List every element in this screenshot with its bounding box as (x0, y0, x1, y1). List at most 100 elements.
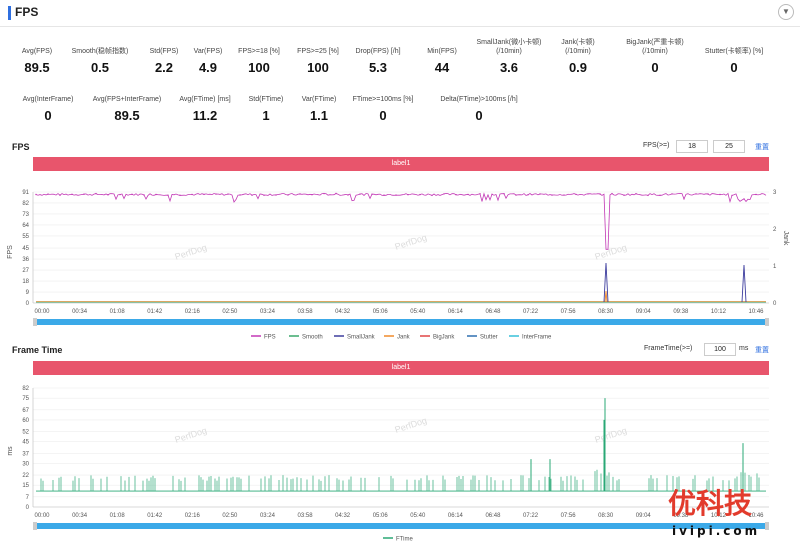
series-fps-point (287, 194, 289, 196)
x-tick-label: 07:56 (561, 309, 577, 315)
series-jank-spike (604, 290, 608, 303)
series-fps-point (719, 193, 721, 196)
series-fps-point (383, 194, 385, 196)
series-fps-point (395, 194, 397, 196)
stat-label: Jank(卡顿) (561, 39, 595, 46)
x-tick-label: 06:48 (485, 309, 501, 315)
series-fps-point (191, 193, 193, 196)
legend-label: FTime (396, 537, 413, 543)
series-fps-point (575, 193, 577, 196)
stat-label: Var(FPS) (193, 48, 223, 55)
stat-value: 89.5 (114, 108, 140, 123)
fps-threshold-1-input[interactable]: 18 (676, 140, 708, 153)
x-tick-label: 05:40 (410, 513, 426, 519)
series-fps-point (215, 193, 217, 195)
series-fps-point (263, 194, 265, 196)
series-fps-point (347, 194, 349, 196)
stat-label: Stutter(卡顿率) [%] (704, 48, 764, 55)
legend-label: Jank (397, 335, 411, 341)
stat-label: FPS>=18 [%] (238, 48, 280, 55)
stat-label: Avg(FTime) [ms] (179, 96, 231, 103)
stat-label: FPS>=25 [%] (297, 48, 339, 55)
y-tick-label: 55 (22, 234, 29, 240)
frametime-unit: ms (739, 345, 749, 352)
y-tick-label: 91 (22, 190, 29, 196)
legend-label: Stutter (480, 335, 498, 341)
series-fps-point (635, 193, 637, 195)
series-fps-point (515, 194, 517, 196)
x-tick-label: 07:22 (523, 309, 539, 315)
stat-value: 100 (248, 60, 270, 75)
x-tick-label: 03:24 (260, 309, 276, 315)
series-fps-point (659, 194, 661, 196)
series-fps-point (479, 193, 481, 195)
y-tick-label: 45 (22, 440, 29, 446)
stat-label: Smooth(稳帧指数) (71, 48, 129, 55)
y-tick-label: 82 (22, 386, 29, 392)
stat-value: 4.9 (198, 60, 218, 75)
x-tick-label: 06:14 (448, 513, 464, 519)
stat-label: FTime>=100ms [%] (352, 96, 414, 103)
x-tick-label: 04:32 (335, 513, 351, 519)
stat-r2-3: Std(FTime) 1 (221, 86, 311, 123)
x-tick-label: 02:16 (185, 309, 201, 315)
series-fps-point (707, 193, 709, 195)
stat-value: 44 (434, 60, 450, 75)
series-fps-point (47, 193, 49, 195)
series-fps-point (371, 193, 373, 195)
series-fps-point (227, 193, 229, 195)
fps-range-handle-left (33, 318, 37, 326)
x-tick-label: 03:58 (298, 513, 314, 519)
legend-label: InterFrame (522, 335, 552, 341)
fps-threshold-2-input[interactable]: 25 (713, 140, 745, 153)
frametime-range-handle-left (33, 522, 37, 530)
x-tick-label: 01:42 (147, 309, 163, 315)
legend-label: BigJank (433, 335, 455, 341)
stat-label-line2: (/10min) (642, 48, 668, 55)
series-fps-point (251, 194, 253, 196)
stat-r2-1: Avg(FPS+InterFrame) 89.5 (82, 86, 172, 123)
x-tick-label: 06:48 (485, 513, 501, 519)
y-tick-label: 0 (26, 301, 30, 307)
series-fps-line (35, 192, 767, 250)
y-tick-label: 75 (22, 396, 29, 402)
series-fps-point (179, 194, 181, 196)
series-fps-point (563, 194, 565, 196)
y-axis-title: FPS (7, 245, 14, 259)
series-fps-point (59, 194, 61, 196)
stat-value: 0.9 (568, 60, 588, 75)
y-tick-label: 22 (22, 473, 29, 479)
series-fps-point (275, 194, 277, 196)
series-fps-point (551, 194, 553, 196)
y-tick-label: 73 (22, 212, 29, 218)
stat-value: 1.1 (309, 108, 329, 123)
series-fps-point (239, 194, 241, 196)
y-tick-label: 60 (22, 418, 29, 424)
series-fps-point (527, 194, 529, 196)
series-fps-point (155, 193, 157, 196)
series-fps-point (95, 192, 97, 195)
stat-r1-10: BigJank(严重卡顿) (/10min) 0 (610, 38, 700, 75)
frametime-label-bar[interactable]: label1 (33, 361, 769, 375)
series-fps-point (167, 194, 169, 196)
stat-r2-2: Avg(FTime) [ms] 11.2 (160, 86, 250, 123)
y-tick-label: 0 (26, 505, 30, 511)
series-fps-point (443, 193, 445, 195)
series-fps-point (647, 194, 649, 197)
fps-reset-button[interactable]: 重置 (755, 144, 769, 151)
series-fps-point (311, 194, 313, 196)
x-tick-label: 03:58 (298, 309, 314, 315)
brand-logo-text: 优科技 (668, 487, 753, 520)
series-fps-point (743, 198, 745, 200)
frametime-threshold-input[interactable]: 100 (704, 343, 736, 356)
series-fps-point (611, 192, 613, 195)
series-fps-point (455, 194, 457, 196)
frametime-threshold-label: FrameTime(>=) (644, 345, 693, 352)
collapse-icon[interactable]: ▼ (778, 4, 794, 20)
y-tick-label: 36 (22, 257, 29, 263)
fps-label-bar[interactable]: label1 (33, 157, 769, 171)
fps-chart-title: FPS (12, 142, 30, 152)
frametime-reset-button[interactable]: 重置 (755, 347, 769, 354)
stat-r2-5: FTime>=100ms [%] 0 (338, 86, 428, 123)
frametime-chart: 0 7 15 22 30 37 45 52 60 67 75 82 ms 00:00 00:34 01:08 0… (7, 386, 769, 543)
